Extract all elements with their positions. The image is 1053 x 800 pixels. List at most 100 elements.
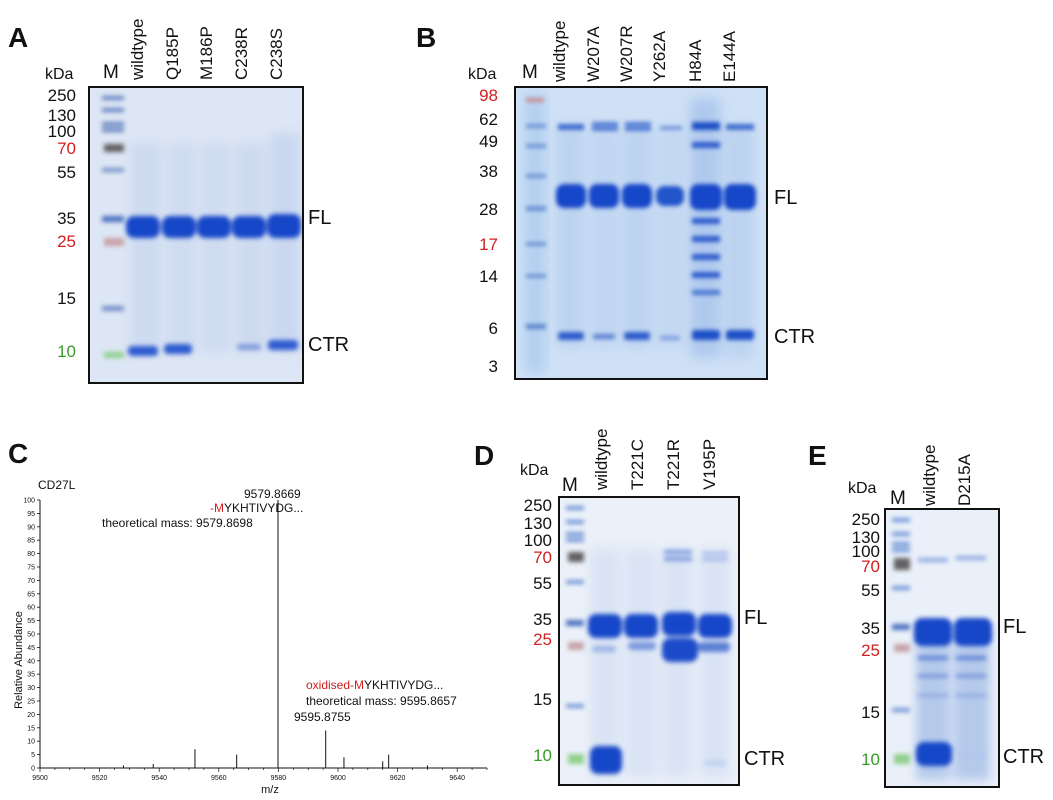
x-tick-label: 9640 xyxy=(449,775,465,782)
panel-b-marker-98: 98 xyxy=(479,86,498,105)
panel-b-lane-label-6: E144A xyxy=(720,30,739,82)
panel-a-lane-label-3: M186P xyxy=(197,26,216,80)
panel-a-marker-15: 15 xyxy=(57,289,76,308)
panel-a-marker-25: 25 xyxy=(57,232,76,251)
panel-e-ladder xyxy=(892,518,910,764)
panel-b-upper-bands xyxy=(558,122,754,295)
panel-a-ctr-bands xyxy=(128,340,298,356)
panel-a-fl-bands xyxy=(126,214,301,238)
panel-b-marker-14: 14 xyxy=(479,267,498,286)
panel-e-lane-label-1: wildtype xyxy=(920,444,939,506)
panel-a-marker-10: 10 xyxy=(57,342,76,361)
panel-d-letter: D xyxy=(474,440,495,471)
panel-d-fl-label: FL xyxy=(744,607,768,629)
panel-e-marker-100: 100 xyxy=(851,542,880,561)
panel-b-marker-3: 3 xyxy=(488,357,498,376)
x-tick-label: 9560 xyxy=(211,775,227,782)
panel-d-lane-label-4: V195P xyxy=(700,438,719,490)
panel-b-marker-6: 6 xyxy=(488,319,498,338)
panel-a-marker-100: 100 xyxy=(47,122,76,141)
panel-b-ctr-bands xyxy=(558,330,754,340)
panel-e-marker-55: 55 xyxy=(861,581,880,600)
panel-b-gel-image xyxy=(516,88,766,378)
panel-e-fl-label: FL xyxy=(1003,616,1027,638)
panel-e-marker-250: 250 xyxy=(851,510,880,529)
panel-d-marker-35: 35 xyxy=(533,610,552,629)
panel-d-lane-label-3: T221R xyxy=(664,438,683,490)
chart-title: CD27L xyxy=(38,478,76,492)
y-tick-label: 10 xyxy=(27,739,35,746)
panel-a-gel xyxy=(88,86,304,384)
panel-a-marker-250: 250 xyxy=(47,86,76,105)
annotation-mass-oxidised: theoretical mass: 9595.8657 xyxy=(306,694,457,708)
panel-d-gel xyxy=(558,496,740,786)
panel-d-lane-label-2: T221C xyxy=(628,438,647,490)
annotation-mass-main: theoretical mass: 9579.8698 xyxy=(102,516,253,530)
x-tick-label: 9520 xyxy=(92,775,108,782)
y-tick-label: 95 xyxy=(27,511,35,518)
panel-b-lane-smear xyxy=(556,98,754,358)
panel-e-gel-image xyxy=(886,510,998,786)
panel-a-marker-lane-label: M xyxy=(103,62,119,83)
panel-e-marker-130: 130 xyxy=(851,528,880,547)
panel-d-marker-10: 10 xyxy=(533,746,552,765)
peak-label-oxidised: 9595.8755 xyxy=(294,710,351,724)
y-tick-label: 55 xyxy=(27,618,35,625)
panel-d-marker-55: 55 xyxy=(533,574,552,593)
panel-d-marker-70: 70 xyxy=(533,548,552,567)
panel-e-upper-bands xyxy=(918,556,986,697)
panel-a-lane-label-4: C238R xyxy=(232,27,251,80)
panel-a-fl-label: FL xyxy=(308,207,332,229)
annotation-sequence-main: -MYKHTIVYDG... xyxy=(210,501,303,515)
x-tick-label: 9580 xyxy=(271,775,287,782)
y-tick-label: 0 xyxy=(31,766,35,773)
panel-d-fl-bands xyxy=(588,612,732,662)
panel-d-ctr-bands xyxy=(590,746,726,774)
x-tick-label: 9500 xyxy=(32,775,48,782)
panel-b-marker-28: 28 xyxy=(479,200,498,219)
y-tick-label: 5 xyxy=(31,752,35,759)
panel-e-marker-15: 15 xyxy=(861,703,880,722)
mass-spectrum-chart: CD27L Relative Abundance m/z 0 5 10 15 20 25 3… xyxy=(13,478,488,796)
panel-b-letter: B xyxy=(416,22,437,53)
y-tick-label: 60 xyxy=(27,605,35,612)
panel-a-marker-130: 130 xyxy=(47,106,76,125)
y-tick-label: 25 xyxy=(27,699,35,706)
panel-b-marker-62: 62 xyxy=(479,110,498,129)
x-tick-label: 9600 xyxy=(330,775,346,782)
panel-a-lane-smear xyxy=(130,133,300,353)
panel-d-marker-130: 130 xyxy=(523,514,552,533)
chart-ylabel: Relative Abundance xyxy=(13,611,25,709)
panel-d-marker-15: 15 xyxy=(533,690,552,709)
y-tick-label: 70 xyxy=(27,578,35,585)
panel-e-marker-lane-label: M xyxy=(890,488,906,509)
panel-e-ctr-label: CTR xyxy=(1003,746,1045,768)
panel-a-lane-label-1: wildtype xyxy=(128,18,147,80)
y-tick-label: 50 xyxy=(27,632,35,639)
panel-d-kda-label: kDa xyxy=(520,462,549,479)
panel-a-gel-image xyxy=(90,88,302,382)
panel-d-marker-25: 25 xyxy=(533,630,552,649)
y-tick-label: 40 xyxy=(27,658,35,665)
chart-xlabel: m/z xyxy=(261,784,279,796)
panel-e-marker-25: 25 xyxy=(861,641,880,660)
panel-a-ladder xyxy=(102,96,124,358)
y-tick-label: 75 xyxy=(27,565,35,572)
panel-c-letter: C xyxy=(8,438,29,469)
y-tick-label: 35 xyxy=(27,672,35,679)
panel-e-lane-label-2: D215A xyxy=(955,454,974,506)
panel-e-gel xyxy=(884,508,1000,788)
panel-a-marker-55: 55 xyxy=(57,163,76,182)
panel-d-upper-bands xyxy=(664,550,728,561)
panel-e-ctr-bands xyxy=(916,742,986,766)
panel-b-lane-label-3: W207R xyxy=(617,25,636,82)
panel-a-lane-label-5: C238S xyxy=(267,28,286,80)
panel-b-lane-label-1: wildtype xyxy=(550,20,569,82)
y-tick-label: 30 xyxy=(27,685,35,692)
panel-e-letter: E xyxy=(808,440,827,471)
panel-d-ladder xyxy=(566,506,584,764)
x-tick-label: 9540 xyxy=(151,775,167,782)
panel-a-kda-label: kDa xyxy=(45,66,74,83)
x-tick-label: 9620 xyxy=(390,775,406,782)
y-tick-label: 85 xyxy=(27,538,35,545)
